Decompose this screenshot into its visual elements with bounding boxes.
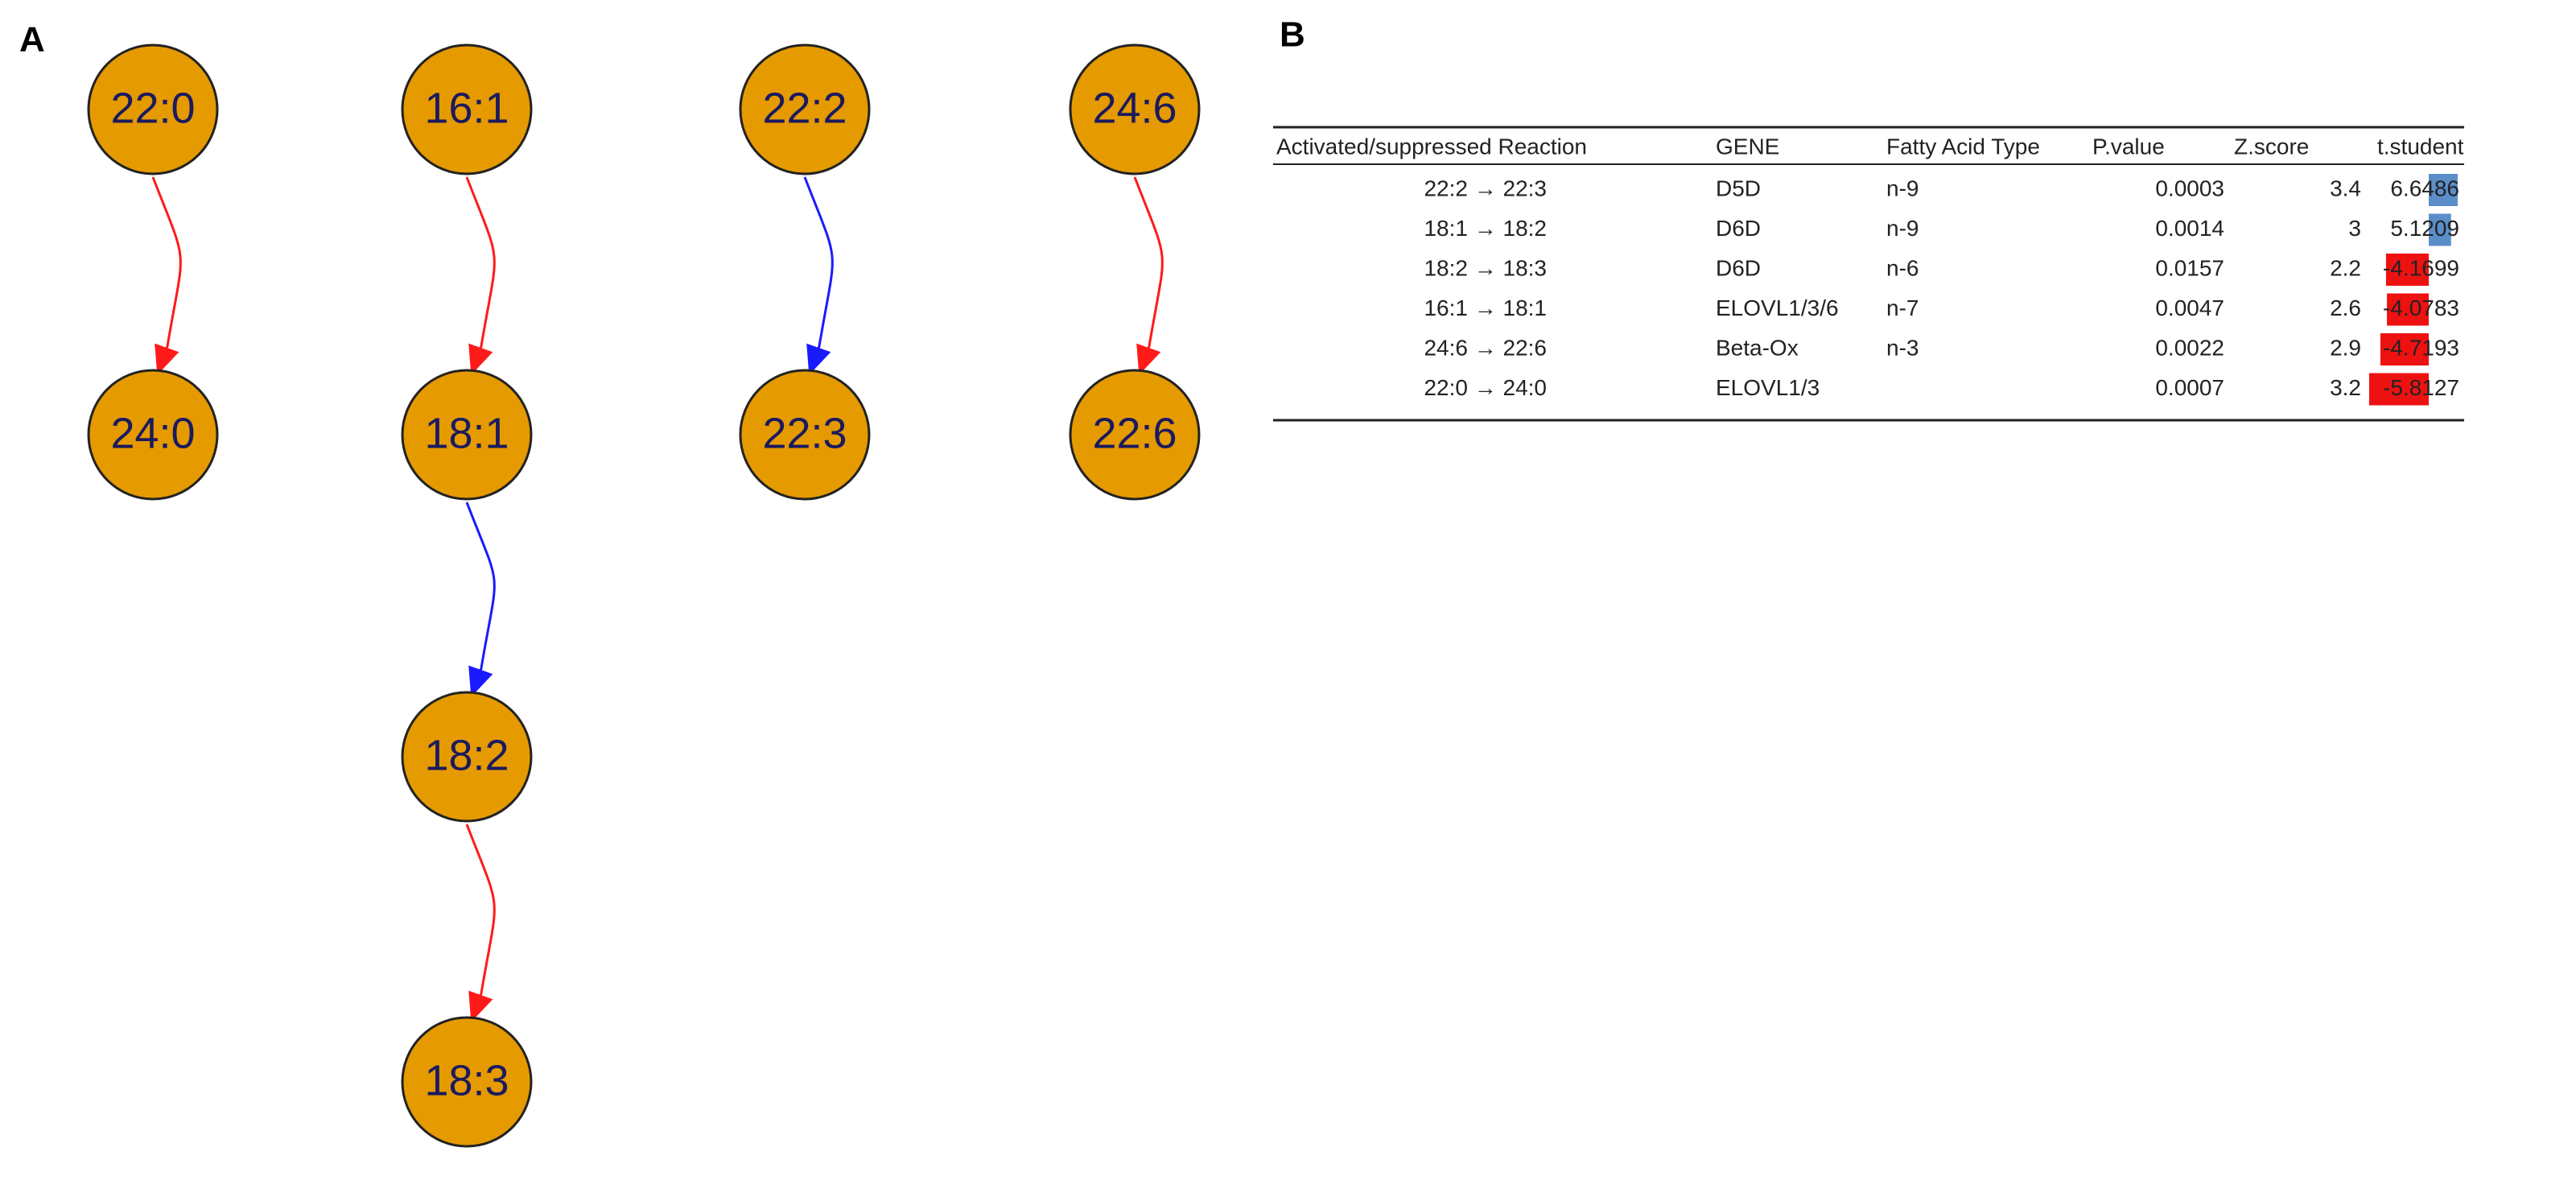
edge: [465, 176, 496, 375]
node-label: 24:0: [110, 409, 195, 457]
table-cell: 0.0007: [2155, 375, 2224, 400]
table-cell: ELOVL1/3/6: [1716, 295, 1839, 320]
table-cell: 22:0 → 24:0: [1424, 375, 1547, 400]
panel-label: A: [19, 20, 45, 60]
node: [87, 369, 219, 501]
edge: [465, 502, 496, 697]
node: [401, 43, 533, 175]
node: [739, 43, 871, 175]
table-cell: 0.0022: [2155, 335, 2224, 360]
table-cell: 22:2 → 22:3: [1424, 175, 1547, 200]
panel-label: B: [1280, 15, 1305, 55]
edge: [1133, 176, 1164, 375]
edge: [465, 824, 496, 1022]
node-label: 24:6: [1092, 84, 1177, 132]
node: [401, 369, 533, 501]
table-cell: 3.2: [2330, 375, 2361, 400]
table-cell: ELOVL1/3: [1716, 375, 1820, 400]
node-label: 22:0: [110, 84, 195, 132]
column-header: t.student: [2377, 134, 2464, 159]
data-bar: [2429, 174, 2458, 206]
table-cell: -4.7193: [2383, 335, 2459, 360]
table-cell: 0.0014: [2155, 216, 2224, 241]
table-cell: 2.9: [2330, 335, 2361, 360]
table-cell: 5.1209: [2390, 216, 2459, 241]
table-cell: 0.0047: [2155, 295, 2224, 320]
table-cell: 6.6486: [2390, 175, 2459, 200]
node-label: 22:3: [762, 409, 847, 457]
node: [739, 369, 871, 501]
node: [401, 1016, 533, 1148]
edge: [151, 176, 182, 375]
table-cell: n-6: [1886, 255, 1919, 280]
table-cell: n-7: [1886, 295, 1919, 320]
node: [87, 43, 219, 175]
node: [401, 691, 533, 823]
table-cell: -4.0783: [2383, 295, 2459, 320]
data-bar: [2387, 293, 2429, 326]
column-header: Fatty Acid Type: [1886, 134, 2040, 159]
column-header: Z.score: [2234, 134, 2309, 159]
data-bar: [2380, 333, 2429, 365]
table-cell: 18:2 → 18:3: [1424, 255, 1547, 280]
table-cell: -5.8127: [2383, 375, 2459, 400]
table-cell: -4.1699: [2383, 255, 2459, 280]
data-bar: [2369, 373, 2429, 406]
table-cell: n-3: [1886, 335, 1919, 360]
table-cell: 2.2: [2330, 255, 2361, 280]
table-cell: 0.0003: [2155, 175, 2224, 200]
node: [1069, 43, 1201, 175]
node-label: 16:1: [424, 84, 509, 132]
table-cell: 3.4: [2330, 175, 2361, 200]
data-bar: [2385, 254, 2429, 286]
table-cell: 18:1 → 18:2: [1424, 216, 1547, 241]
table-cell: D6D: [1716, 255, 1761, 280]
table-cell: 16:1 → 18:1: [1424, 295, 1547, 320]
table-cell: 3: [2348, 216, 2361, 241]
column-header: Activated/suppressed Reaction: [1276, 134, 1587, 159]
table-cell: n-9: [1886, 216, 1919, 241]
table-cell: 24:6 → 22:6: [1424, 335, 1547, 360]
table-cell: 0.0157: [2155, 255, 2224, 280]
data-bar: [2429, 213, 2451, 246]
node-label: 18:3: [424, 1056, 509, 1104]
node-label: 22:2: [762, 84, 847, 132]
table-cell: 2.6: [2330, 295, 2361, 320]
node-label: 18:2: [424, 731, 509, 779]
edge: [803, 176, 834, 375]
node-label: 22:6: [1092, 409, 1177, 457]
table-cell: n-9: [1886, 175, 1919, 200]
column-header: GENE: [1716, 134, 1779, 159]
table-cell: Beta-Ox: [1716, 335, 1799, 360]
column-header: P.value: [2092, 134, 2165, 159]
table-cell: D6D: [1716, 216, 1761, 241]
table-cell: D5D: [1716, 175, 1761, 200]
node-label: 18:1: [424, 409, 509, 457]
node: [1069, 369, 1201, 501]
